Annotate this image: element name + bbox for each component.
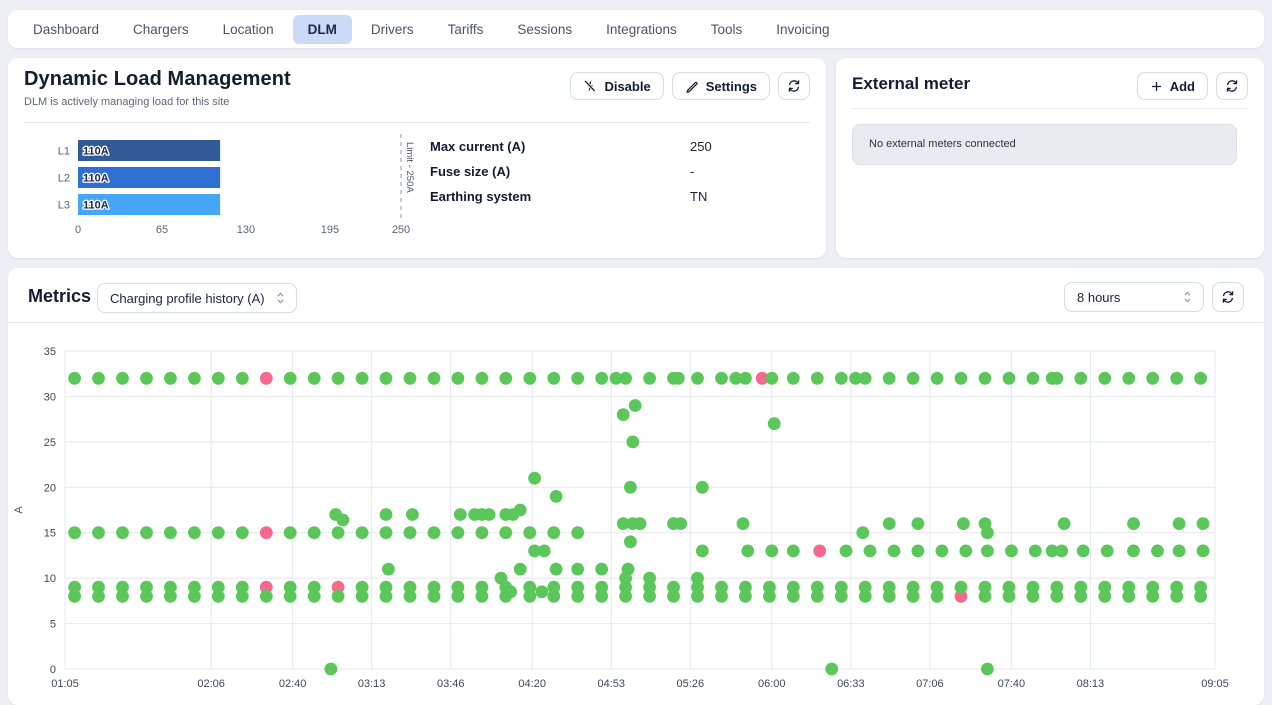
charging-profile-scatter-chart: 0 5 10 15 20 25 30 35 01:05 02:06 02:40 03:13 03:46 0… <box>13 346 1229 690</box>
dlm-title: Dynamic Load Management <box>24 68 291 90</box>
add-button-label: Add <box>1169 78 1195 94</box>
metric-type-select[interactable]: Charging profile history (A) <box>97 283 297 313</box>
svg-text:110A: 110A <box>83 173 109 185</box>
svg-text:130: 130 <box>237 224 255 236</box>
nav-item-sessions[interactable]: Sessions <box>517 21 573 37</box>
external-meter-refresh-button[interactable] <box>1216 72 1248 100</box>
flash-off-icon <box>583 79 597 93</box>
svg-text:15: 15 <box>44 528 56 540</box>
nav-item-dashboard[interactable]: Dashboard <box>33 21 100 37</box>
info-value: TN <box>690 189 708 204</box>
svg-text:07:40: 07:40 <box>998 678 1026 690</box>
chevron-up-down-icon <box>1182 289 1193 305</box>
nav-item-dlm[interactable]: DLM <box>292 14 352 44</box>
disable-button-label: Disable <box>604 78 651 94</box>
info-label: Earthing system <box>430 189 532 204</box>
metric-type-value: Charging profile history (A) <box>110 290 265 306</box>
svg-text:09:05: 09:05 <box>1201 678 1229 690</box>
svg-text:02:06: 02:06 <box>197 678 225 690</box>
svg-text:L3: L3 <box>58 200 70 212</box>
svg-text:250: 250 <box>392 224 410 236</box>
add-external-meter-button[interactable]: Add <box>1136 72 1208 100</box>
svg-text:35: 35 <box>44 346 56 358</box>
nav-item-tariffs[interactable]: Tariffs <box>447 21 484 37</box>
svg-text:05:26: 05:26 <box>677 678 705 690</box>
metrics-title: Metrics <box>28 286 92 306</box>
svg-text:08:13: 08:13 <box>1077 678 1105 690</box>
svg-text:02:40: 02:40 <box>279 678 307 690</box>
svg-text:03:46: 03:46 <box>437 678 465 690</box>
top-nav: Dashboard Chargers Location DLM Drivers Tarif… <box>8 10 1264 48</box>
svg-text:195: 195 <box>321 224 339 236</box>
svg-text:30: 30 <box>44 391 56 403</box>
svg-text:03:13: 03:13 <box>358 678 386 690</box>
dlm-info-row: Earthing system TN <box>430 184 802 209</box>
info-value: 250 <box>690 139 712 154</box>
metrics-panel: Metrics Charging profile history (A) 8 h… <box>8 268 1264 705</box>
svg-text:A: A <box>13 506 25 514</box>
dlm-subtitle: DLM is actively managing load for this s… <box>24 96 230 108</box>
time-range-select[interactable]: 8 hours <box>1064 282 1204 312</box>
svg-text:5: 5 <box>50 619 56 631</box>
settings-button-label: Settings <box>705 78 757 94</box>
svg-text:07:06: 07:06 <box>916 678 944 690</box>
svg-text:20: 20 <box>44 482 56 494</box>
plus-icon <box>1150 80 1163 93</box>
info-label: Fuse size (A) <box>430 164 511 179</box>
dlm-info-list: Max current (A) 250 Fuse size (A) - Earthing… <box>430 134 802 209</box>
svg-text:0: 0 <box>75 224 81 236</box>
empty-state-message: No external meters connected <box>869 138 1016 150</box>
svg-text:06:33: 06:33 <box>837 678 865 690</box>
svg-text:110A: 110A <box>83 146 109 158</box>
svg-text:04:20: 04:20 <box>518 678 546 690</box>
svg-text:L2: L2 <box>58 173 70 185</box>
external-meter-empty-state: No external meters connected <box>852 124 1237 165</box>
svg-text:10: 10 <box>44 573 56 585</box>
refresh-icon <box>1225 79 1239 93</box>
external-meter-title: External meter <box>852 74 971 93</box>
svg-text:0: 0 <box>50 664 56 676</box>
time-range-value: 8 hours <box>1077 289 1121 305</box>
info-value: - <box>690 164 695 179</box>
dlm-refresh-button[interactable] <box>778 72 810 100</box>
dlm-info-row: Max current (A) 250 <box>430 134 802 159</box>
svg-text:L1: L1 <box>58 146 70 158</box>
nav-item-tools[interactable]: Tools <box>710 21 743 37</box>
refresh-icon <box>787 79 801 93</box>
metrics-refresh-button[interactable] <box>1212 282 1244 312</box>
svg-text:65: 65 <box>156 224 168 236</box>
svg-text:25: 25 <box>44 437 56 449</box>
nav-item-location[interactable]: Location <box>222 21 274 37</box>
nav-item-integrations[interactable]: Integrations <box>606 21 677 37</box>
chevron-up-down-icon <box>275 290 286 306</box>
dlm-panel: Dynamic Load Management DLM is actively … <box>8 58 826 258</box>
nav-item-chargers[interactable]: Chargers <box>133 21 189 37</box>
dlm-info-row: Fuse size (A) - <box>430 159 802 184</box>
svg-text:04:53: 04:53 <box>597 678 625 690</box>
nav-item-invoicing[interactable]: Invoicing <box>776 21 830 37</box>
svg-text:06:00: 06:00 <box>758 678 786 690</box>
dlm-settings-button[interactable]: Settings <box>671 72 770 100</box>
svg-text:Limit - 250A: Limit - 250A <box>404 142 415 193</box>
pencil-icon <box>685 79 699 93</box>
external-meter-panel: External meter Add No external meters co… <box>836 58 1264 258</box>
refresh-icon <box>1221 290 1235 304</box>
svg-text:01:05: 01:05 <box>51 678 79 690</box>
nav-item-drivers[interactable]: Drivers <box>370 21 414 37</box>
info-label: Max current (A) <box>430 139 526 154</box>
disable-dlm-button[interactable]: Disable <box>570 72 664 100</box>
svg-text:110A: 110A <box>83 200 109 212</box>
